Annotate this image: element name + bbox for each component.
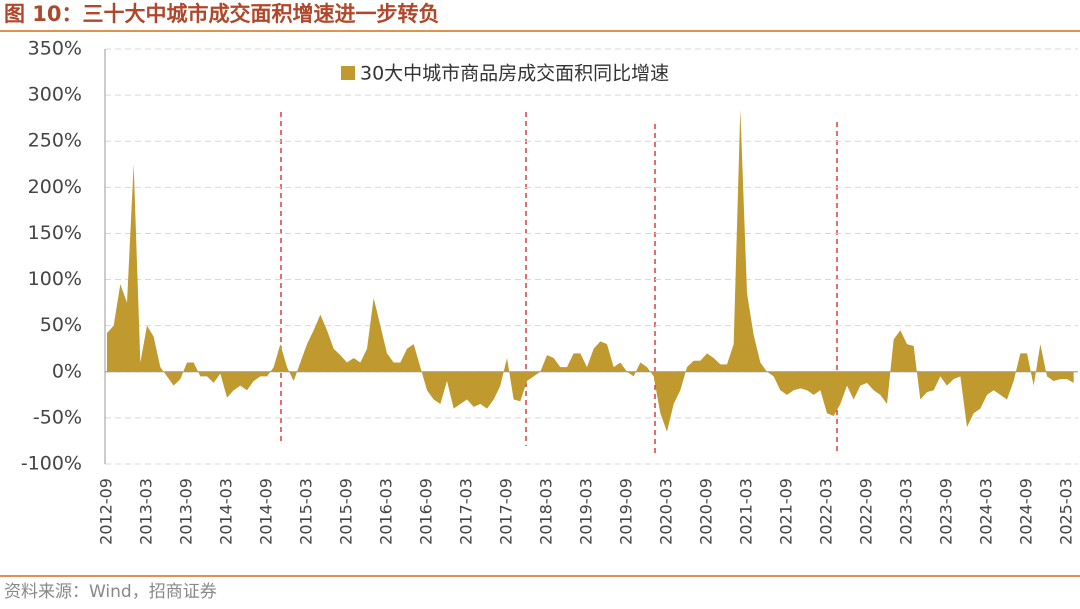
chart-title: 图 10：三十大中城市成交面积增速进一步转负 bbox=[4, 2, 440, 26]
y-tick-label: 0% bbox=[52, 360, 82, 382]
x-tick-label: 2014-03 bbox=[217, 478, 236, 545]
x-tick-label: 2022-09 bbox=[857, 478, 876, 545]
legend-label: 30大中城市商品房成交面积同比增速 bbox=[360, 63, 669, 85]
y-tick-label: 50% bbox=[40, 314, 82, 336]
x-tick-label: 2020-03 bbox=[657, 478, 676, 545]
legend-swatch bbox=[341, 66, 355, 80]
x-tick-label: 2023-09 bbox=[937, 478, 956, 545]
x-tick-label: 2016-03 bbox=[377, 478, 396, 545]
grid bbox=[105, 48, 1078, 465]
y-tick-label: -50% bbox=[33, 406, 82, 428]
x-tick-label: 2012-09 bbox=[97, 478, 116, 545]
y-tick-label: 100% bbox=[28, 268, 82, 290]
x-tick-label: 2014-09 bbox=[257, 478, 276, 545]
x-tick-label: 2021-09 bbox=[777, 478, 796, 545]
area bbox=[107, 108, 1074, 432]
x-tick-label: 2024-03 bbox=[977, 478, 996, 545]
source: 资料来源：Wind，招商证券 bbox=[4, 582, 217, 602]
y-tick-label: -100% bbox=[21, 453, 82, 475]
x-tick-label: 2022-03 bbox=[817, 478, 836, 545]
x-tick-label: 2019-09 bbox=[617, 478, 636, 545]
y-tick-label: 200% bbox=[28, 176, 82, 198]
x-tick-label: 2023-03 bbox=[897, 478, 916, 545]
y-tick-label: 250% bbox=[28, 130, 82, 152]
x-tick-label: 2020-09 bbox=[697, 478, 716, 545]
annotation-lines bbox=[280, 112, 838, 455]
x-tick-label: 2015-09 bbox=[337, 478, 356, 545]
x-tick-label: 2025-03 bbox=[1057, 478, 1076, 545]
x-tick-label: 2024-09 bbox=[1017, 478, 1036, 545]
x-tick-label: 2013-09 bbox=[177, 478, 196, 545]
x-tick-label: 2017-03 bbox=[457, 478, 476, 545]
x-tick-label: 2015-03 bbox=[297, 478, 316, 545]
x-tick-label: 2013-03 bbox=[137, 478, 156, 545]
y-tick-label: 300% bbox=[28, 84, 82, 106]
y-tick-label: 150% bbox=[28, 222, 82, 244]
x-tick-label: 2021-03 bbox=[737, 478, 756, 545]
x-tick-label: 2019-03 bbox=[577, 478, 596, 545]
x-tick-label: 2018-03 bbox=[537, 478, 556, 545]
x-tick-label: 2017-09 bbox=[497, 478, 516, 545]
y-tick-label: 350% bbox=[28, 38, 82, 60]
x-tick-label: 2016-09 bbox=[417, 478, 436, 545]
